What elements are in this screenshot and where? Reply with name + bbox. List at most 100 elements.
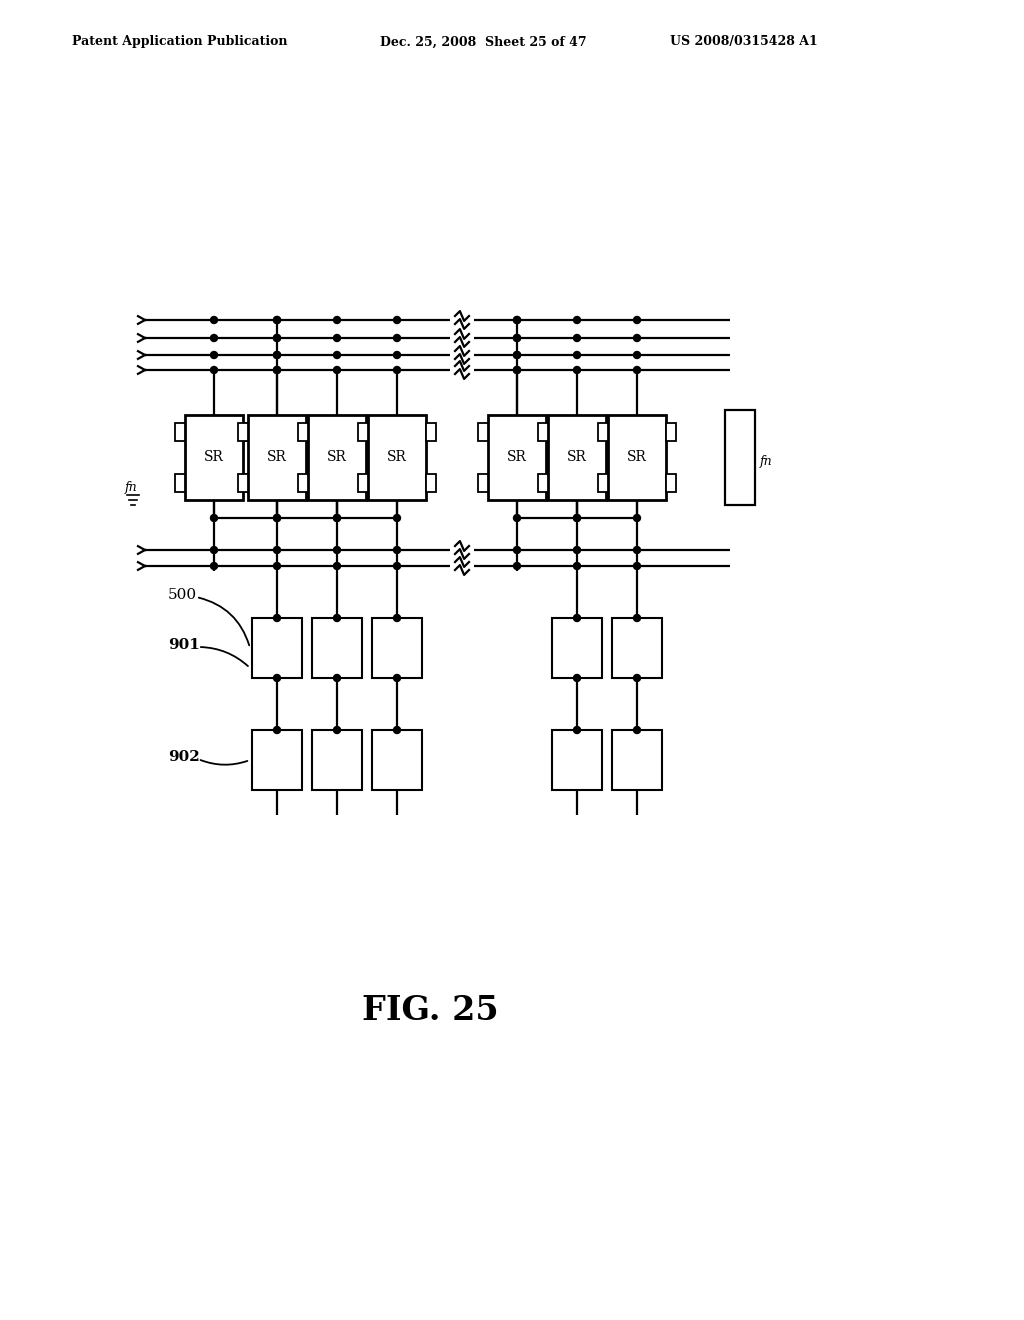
Circle shape — [513, 317, 520, 323]
Bar — [598, 422, 608, 441]
Text: US 2008/0315428 A1: US 2008/0315428 A1 — [670, 36, 818, 49]
Bar — [606, 422, 616, 441]
Circle shape — [573, 515, 581, 521]
Circle shape — [273, 726, 281, 734]
Text: 902: 902 — [168, 750, 200, 764]
Circle shape — [273, 515, 281, 521]
Circle shape — [513, 562, 520, 569]
Bar — [175, 474, 185, 492]
Circle shape — [211, 562, 217, 569]
Circle shape — [573, 351, 581, 359]
Bar — [308, 414, 366, 500]
Bar — [548, 414, 606, 500]
Circle shape — [334, 515, 341, 521]
Bar — [612, 618, 662, 678]
Circle shape — [334, 615, 341, 622]
Bar — [366, 422, 376, 441]
Circle shape — [573, 317, 581, 323]
Circle shape — [634, 515, 640, 521]
Circle shape — [513, 351, 520, 359]
Text: fn: fn — [124, 480, 137, 494]
Text: SR: SR — [567, 450, 587, 465]
Bar — [546, 422, 556, 441]
Circle shape — [634, 367, 640, 374]
Circle shape — [334, 515, 341, 521]
Circle shape — [211, 546, 217, 553]
Bar — [478, 474, 488, 492]
Bar — [185, 414, 243, 500]
Bar — [598, 474, 608, 492]
Bar — [238, 422, 248, 441]
Circle shape — [211, 351, 217, 359]
Bar — [312, 730, 362, 789]
Circle shape — [634, 317, 640, 323]
Bar — [312, 618, 362, 678]
Circle shape — [513, 515, 520, 521]
Text: 500: 500 — [168, 587, 198, 602]
Circle shape — [334, 367, 341, 374]
Circle shape — [634, 334, 640, 342]
Bar — [243, 422, 253, 441]
Circle shape — [273, 367, 281, 374]
Circle shape — [273, 515, 281, 521]
Circle shape — [273, 351, 281, 359]
Text: SR: SR — [327, 450, 347, 465]
Circle shape — [634, 351, 640, 359]
Text: SR: SR — [387, 450, 407, 465]
Circle shape — [393, 334, 400, 342]
Bar — [538, 474, 548, 492]
Bar — [426, 474, 436, 492]
Circle shape — [573, 334, 581, 342]
Bar — [666, 474, 676, 492]
Circle shape — [334, 562, 341, 569]
Bar — [372, 618, 422, 678]
Bar — [252, 618, 302, 678]
Circle shape — [513, 334, 520, 342]
Bar — [552, 618, 602, 678]
Bar — [612, 730, 662, 789]
Circle shape — [273, 351, 281, 359]
Bar — [552, 730, 602, 789]
Bar — [372, 730, 422, 789]
Circle shape — [273, 334, 281, 342]
Circle shape — [393, 615, 400, 622]
Circle shape — [634, 562, 640, 569]
Circle shape — [211, 334, 217, 342]
Text: SR: SR — [507, 450, 527, 465]
Circle shape — [573, 546, 581, 553]
Text: SR: SR — [627, 450, 647, 465]
Bar — [538, 422, 548, 441]
Circle shape — [211, 367, 217, 374]
Bar — [606, 474, 616, 492]
Circle shape — [634, 615, 640, 622]
Bar — [252, 730, 302, 789]
Bar — [298, 422, 308, 441]
Circle shape — [211, 317, 217, 323]
Bar — [366, 474, 376, 492]
Bar — [306, 474, 316, 492]
Bar — [175, 422, 185, 441]
Circle shape — [393, 351, 400, 359]
Circle shape — [513, 334, 520, 342]
Text: Patent Application Publication: Patent Application Publication — [72, 36, 288, 49]
Circle shape — [513, 317, 520, 323]
Circle shape — [393, 317, 400, 323]
Bar — [238, 474, 248, 492]
Circle shape — [273, 367, 281, 374]
Bar — [358, 474, 368, 492]
Bar — [608, 414, 666, 500]
Text: SR: SR — [204, 450, 224, 465]
Circle shape — [273, 317, 281, 323]
Circle shape — [334, 351, 341, 359]
Circle shape — [513, 351, 520, 359]
Circle shape — [273, 675, 281, 681]
Circle shape — [634, 675, 640, 681]
Circle shape — [334, 317, 341, 323]
Circle shape — [334, 726, 341, 734]
Bar — [358, 422, 368, 441]
Circle shape — [513, 546, 520, 553]
Bar — [725, 411, 755, 506]
Circle shape — [573, 675, 581, 681]
Circle shape — [573, 615, 581, 622]
Bar — [298, 474, 308, 492]
